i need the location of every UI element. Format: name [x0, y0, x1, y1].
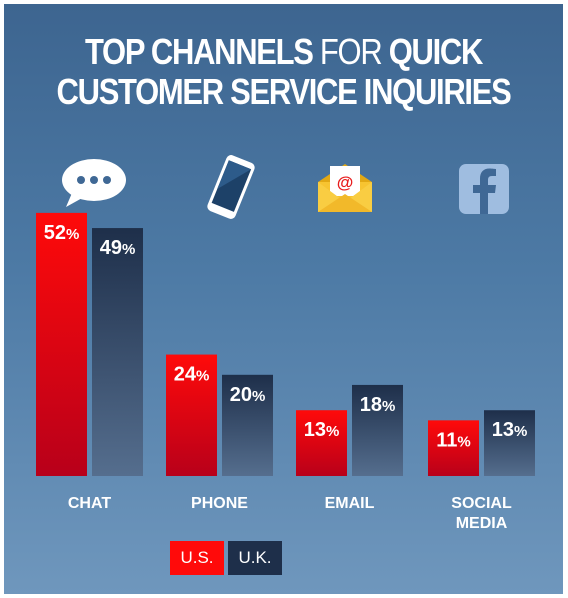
category-label-phone: PHONE [191, 495, 248, 512]
data-label-us-social-media: 11% [436, 429, 471, 451]
bar-uk-email [352, 384, 403, 476]
bar-uk-social-media [484, 410, 535, 476]
chart-title: TOP CHANNELS FOR QUICK CUSTOMER SERVICE … [43, 32, 524, 112]
legend-item-us: U.S. [170, 541, 224, 575]
title-for: FOR [319, 31, 383, 72]
data-label-uk-phone: 20% [230, 384, 266, 406]
infographic-panel: TOP CHANNELS FOR QUICK CUSTOMER SERVICE … [4, 4, 563, 594]
legend-item-uk: U.K. [228, 541, 282, 575]
smartphone-icon [207, 155, 255, 219]
title-quick: QUICK [381, 31, 484, 72]
facebook-icon [459, 164, 509, 214]
title-line-2: CUSTOMER SERVICE INQUIRIES [56, 71, 512, 112]
bar-chart: 52% 49% CHAT 24% 20% PHONE 13% 18% EMAIL 11% 13% SO… [36, 212, 535, 532]
chat-bubble-icon [62, 159, 126, 207]
bar-uk-phone [222, 374, 273, 476]
legend: U.S. U.K. [170, 541, 282, 575]
data-label-uk-chat: 49% [100, 237, 136, 259]
category-label-social-media: SOCIAL MEDIA [451, 495, 512, 532]
data-label-uk-email: 18% [360, 394, 396, 416]
data-label-us-phone: 24% [174, 364, 210, 386]
svg-text:@: @ [337, 173, 354, 192]
title-top-channels: TOP CHANNELS [84, 31, 320, 72]
category-label-chat: CHAT [68, 495, 111, 512]
bar-us-social-media [428, 420, 479, 476]
data-label-us-chat: 52% [44, 222, 80, 244]
bar-us-chat [36, 212, 87, 476]
email-envelope-icon: @ [318, 164, 372, 212]
category-label-email: EMAIL [325, 495, 375, 512]
bar-us-phone [166, 354, 217, 476]
data-label-uk-social-media: 13% [492, 419, 528, 441]
bar-uk-chat [92, 228, 143, 476]
bar-us-email [296, 410, 347, 476]
data-label-us-email: 13% [304, 419, 340, 441]
